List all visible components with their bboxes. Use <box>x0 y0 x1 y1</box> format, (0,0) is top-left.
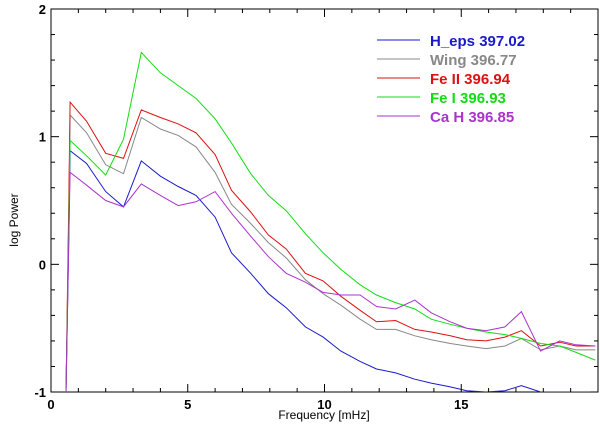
y-tick-label: -1 <box>34 385 46 400</box>
x-tick-label: 15 <box>454 397 468 412</box>
x-tick-label: 0 <box>47 397 54 412</box>
series-line-2 <box>65 113 596 392</box>
y-axis-label: log Power <box>7 193 21 246</box>
legend-label: Ca H 396.85 <box>430 109 514 126</box>
series-line-4 <box>65 51 596 392</box>
series-line-5 <box>65 171 596 392</box>
x-tick-label: 5 <box>184 397 191 412</box>
x-axis-label: Frequency [mHz] <box>278 408 369 422</box>
legend-label: Fe I 396.93 <box>430 90 506 107</box>
x-tick-label: 10 <box>317 397 331 412</box>
y-tick-label: 2 <box>39 2 46 17</box>
y-tick-label: 1 <box>39 130 46 145</box>
series-line-3 <box>65 100 596 392</box>
legend-label: Wing 396.77 <box>430 52 517 69</box>
y-tick-label: 0 <box>39 257 46 272</box>
legend-label: H_eps 397.02 <box>430 33 525 50</box>
legend-label: Fe II 396.94 <box>430 71 511 88</box>
series-line-1 <box>65 149 596 392</box>
